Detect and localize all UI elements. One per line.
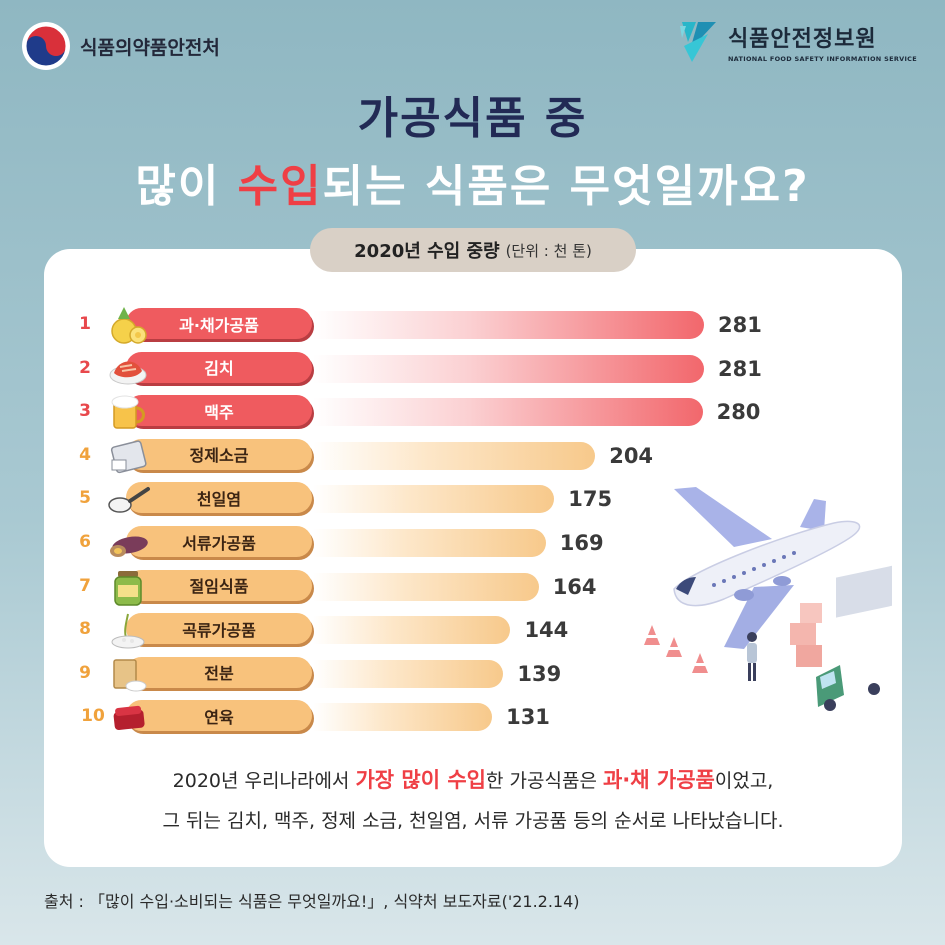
rank-label: 7	[79, 575, 91, 596]
bar-row: 5 천일염 175	[44, 481, 902, 515]
bar	[313, 616, 511, 645]
rank-label: 4	[79, 444, 91, 465]
bar	[313, 485, 555, 514]
rank-label: 3	[79, 401, 91, 422]
bar	[313, 354, 704, 383]
bar-row: 8 곡류가공품 144	[44, 612, 902, 649]
rank-label: 6	[79, 532, 91, 552]
nfsi-name-en: NATIONAL FOOD SAFETY INFORMATION SERVICE	[727, 55, 917, 63]
chart-subtitle: 2020년 수입 중량	[354, 241, 500, 262]
value-label: 169	[559, 531, 604, 555]
fish-paste-icon	[106, 697, 150, 737]
value-label: 131	[506, 705, 550, 730]
bar	[313, 529, 546, 557]
value-label: 281	[718, 313, 762, 337]
title-highlight: 수입	[237, 161, 323, 212]
kimchi-icon	[106, 349, 150, 389]
value-label: 175	[568, 487, 613, 512]
truck-icon	[816, 565, 892, 711]
rank-label: 2	[79, 357, 91, 378]
summary-text: 2020년 우리나라에서 가장 많이 수입한 가공식품은 과·채 가공품이었고,…	[60, 760, 886, 841]
title-line-2-pre: 많이	[135, 161, 238, 212]
airplane-logistics-illustration	[644, 487, 892, 711]
bar	[313, 703, 493, 732]
chart-subtitle-pill: 2020년 수입 중량 (단위 : 천 톤)	[310, 228, 636, 272]
summary-part: 2020년 우리나라에서	[172, 770, 356, 792]
rank-label: 1	[79, 314, 91, 334]
airplane-icon	[673, 487, 861, 649]
title-line-1: 가공식품 중	[357, 93, 588, 144]
bar-row: 2 김치 281	[44, 351, 902, 385]
summary-part: 이었고,	[714, 770, 774, 792]
taegeuk-emblem-icon	[22, 22, 70, 70]
title-line-2: 많이 수입되는 식품은 무엇일까요?	[0, 150, 945, 214]
bar-row: 4 정제소금 204	[44, 438, 902, 473]
nfsi-header: 식품안전정보원 NATIONAL FOOD SAFETY INFORMATION…	[678, 20, 917, 64]
rank-label: 10	[81, 706, 105, 727]
value-label: 280	[716, 400, 761, 425]
category-label: 절임식품	[126, 569, 312, 601]
chart-unit: (단위 : 천 톤)	[505, 241, 592, 260]
bar-row: 3 맥주 280	[44, 394, 902, 429]
nfsi-logo-icon	[679, 22, 716, 62]
bar	[313, 572, 539, 601]
value-label: 164	[552, 574, 597, 599]
sweet-potato-icon	[106, 523, 150, 563]
bar	[313, 311, 704, 339]
pineapple-icon	[106, 305, 150, 345]
mfds-header: 식품의약품안전처	[22, 22, 220, 70]
rice-grain-icon	[106, 610, 150, 650]
bar	[313, 398, 703, 427]
chart-card: 1 과·채가공품 281 2 김치 281 3 맥주 280 4 정제소금 204 5 천일염 175 6 서류…	[44, 249, 902, 867]
rank-label: 5	[79, 488, 91, 509]
value-label: 139	[517, 661, 562, 686]
worker-icon	[747, 632, 757, 681]
summary-line-1: 2020년 우리나라에서 가장 많이 수입한 가공식품은 과·채 가공품이었고,	[60, 760, 886, 801]
summary-line-2: 그 뒤는 김치, 맥주, 정제 소금, 천일염, 서류 가공품 등의 순서로 나…	[162, 810, 784, 832]
rank-label: 8	[79, 619, 91, 640]
category-label: 맥주	[126, 395, 312, 427]
source-citation: 출처 : 「많이 수입·소비되는 식품은 무엇일까요!」, 식약처 보도자료('…	[44, 892, 580, 911]
category-label: 천일염	[126, 482, 312, 514]
sea-salt-spoon-icon	[106, 479, 150, 519]
starch-bag-icon	[106, 654, 150, 694]
summary-highlight: 가장 많이 수입	[355, 768, 486, 792]
beer-icon	[106, 392, 150, 432]
mfds-name: 식품의약품안전처	[80, 36, 220, 59]
salt-icon	[106, 436, 150, 476]
nfsi-name: 식품안전정보원	[727, 27, 877, 52]
summary-highlight: 과·채 가공품	[602, 768, 715, 792]
bar-row: 9 전분 139	[44, 656, 902, 692]
category-label: 김치	[126, 351, 312, 383]
category-label: 과·채가공품	[126, 308, 312, 339]
category-label: 전분	[126, 656, 312, 688]
category-label: 서류가공품	[126, 526, 312, 557]
value-label: 204	[609, 443, 654, 468]
bar-row: 10 연육 131	[44, 699, 902, 733]
bar-row: 6 서류가공품 169	[44, 525, 902, 559]
value-label: 281	[718, 356, 762, 381]
category-label: 정제소금	[126, 438, 312, 470]
rank-label: 9	[79, 662, 91, 683]
bar-row: 1 과·채가공품 281	[44, 307, 902, 344]
title-line-2-post: 되는 식품은 무엇일까요?	[322, 161, 810, 212]
summary-part: 한 가공식품은	[486, 770, 603, 792]
cargo-boxes-icon	[790, 603, 822, 667]
traffic-cones-icon	[644, 625, 708, 673]
category-label: 곡류가공품	[126, 613, 312, 645]
category-label: 연육	[126, 700, 312, 732]
pickle-jar-icon	[106, 567, 150, 607]
bar	[313, 441, 596, 470]
bar-row: 7 절임식품 164	[44, 569, 902, 606]
value-label: 144	[524, 618, 569, 643]
bar	[313, 659, 504, 688]
